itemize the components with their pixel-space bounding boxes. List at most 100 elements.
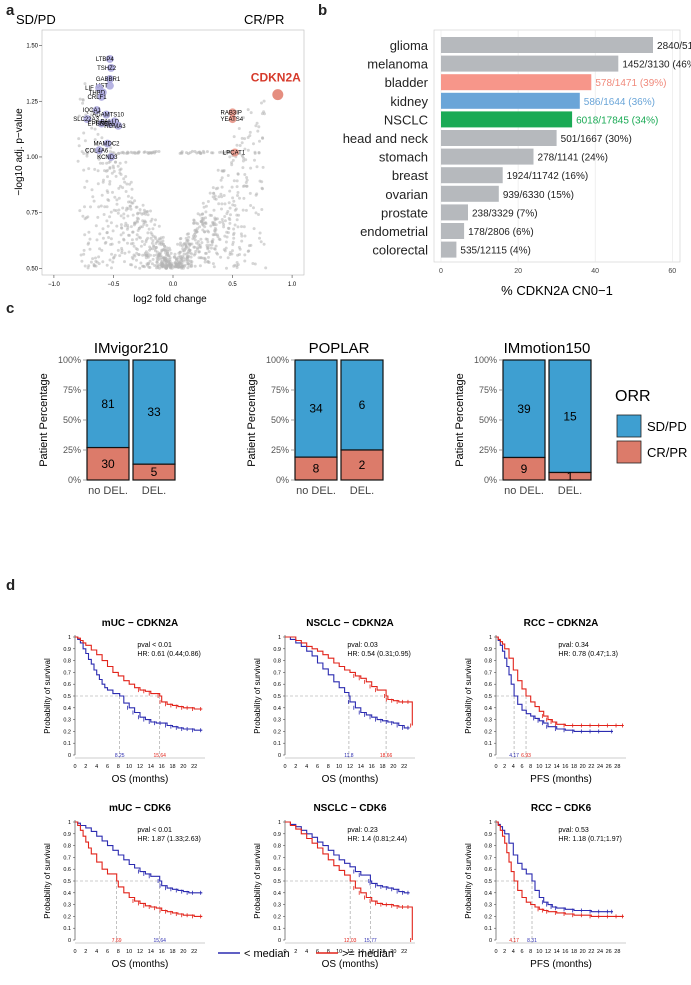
volcano-point [151,257,155,261]
volcano-point [168,256,172,260]
stacked-ytick-label: 100% [266,355,289,365]
km-xtick-label: 12 [137,764,143,770]
stacked-bar-crpr [86,446,130,481]
stacked-ytick-label: 25% [479,445,497,455]
km-xtick-label: 24 [597,949,603,955]
km-xtick-label: 22 [191,764,197,770]
volcano-point [206,200,210,203]
volcano-point [252,227,256,231]
km-xtick-label: 10 [336,764,342,770]
volcano-point [194,249,198,253]
volcano-point [137,253,141,257]
volcano-point [202,230,206,234]
volcano-point [115,224,119,228]
volcano-point [121,186,125,190]
km-plot-0: mUC − CDKN2A 0 0.1 0.2 0.3 0.4 0.5 0.6 0.7 0.8 0.9… [43,618,205,785]
volcano-point [138,211,142,215]
volcano-gene-label: LPCAT1 [223,151,246,157]
volcano-gene-point [105,54,114,63]
volcano-point [130,238,134,242]
bar-category-label: glioma [390,38,429,53]
volcano-point [83,185,87,189]
volcano-point [141,253,145,257]
km-xtick-label: 28 [614,949,620,955]
volcano-point [85,148,88,152]
volcano-point [138,266,142,270]
volcano-point [177,260,181,263]
km-xtick-label: 22 [401,764,407,770]
volcano-point [145,262,149,266]
volcano-point [262,99,266,103]
volcano-point [152,254,156,257]
volcano-point [103,205,107,209]
km-ylabel: Probability of survival [253,843,262,919]
volcano-point [130,263,134,267]
volcano-point [124,175,128,178]
volcano-point [246,108,250,112]
km-ytick-label: 0.7 [273,855,281,861]
km-xtick-label: 4 [95,949,98,955]
km-ytick-label: 0.9 [484,647,492,653]
km-xtick-label: 16 [369,949,375,955]
volcano-point [120,246,124,250]
bar-chart-xlabel: % CDKN2A CN0−1 [501,283,613,298]
volcano-point [198,213,202,217]
km-xtick-label: 8 [117,764,120,770]
volcano-point [212,233,216,237]
km-xtick-label: 2 [503,949,506,955]
km-curve-blue [496,636,613,732]
volcano-point [81,214,85,218]
volcano-point [186,152,190,156]
volcano-point [151,227,155,231]
km-curve-blue [75,821,203,894]
volcano-gene-point [114,121,123,130]
volcano-point [157,150,161,153]
volcano-point [119,214,123,218]
volcano-point [101,260,105,264]
km-xtick-label: 8 [327,949,330,955]
volcano-point [89,260,93,264]
volcano-point [78,97,82,101]
km-xtick-label: 4 [305,949,308,955]
volcano-point [260,101,263,105]
volcano-point [111,164,115,168]
volcano-point [92,199,96,203]
volcano-point [232,236,236,240]
stacked-bar-sdpd [340,359,384,451]
volcano-point [153,223,157,227]
volcano-point [197,250,201,254]
volcano-point [240,234,244,238]
volcano-gene-point [105,81,114,90]
km-xtick-label: 4 [512,949,515,955]
volcano-point [241,159,245,163]
volcano-point [178,237,182,241]
volcano-point [186,246,190,250]
volcano-point [194,234,198,238]
panel-d-letter: d [6,577,16,594]
volcano-xtick-label: 0.5 [228,282,237,288]
panel-c-letter: c [6,300,15,317]
volcano-point [169,266,173,270]
volcano-point [230,185,234,189]
bar-bladder [441,74,592,91]
volcano-point [116,164,120,168]
km-xtick-label: 20 [180,764,186,770]
volcano-point [235,218,239,222]
volcano-point [258,231,262,235]
volcano-point [220,207,223,211]
km-ytick-label: 0.1 [63,741,71,747]
stacked-bar-crpr [294,456,338,481]
km-ytick-label: 0.5 [484,694,492,700]
bar-value-label: 578/1471 (39%) [595,78,666,89]
km-ytick-label: 0.5 [63,694,71,700]
volcano-point [94,256,97,260]
volcano-point [107,236,111,239]
volcano-point [126,225,130,229]
volcano-point [232,199,236,203]
volcano-point [149,253,152,257]
volcano-gene-label: EPHB6 [88,122,108,128]
km-ytick-label: 0.8 [484,844,492,850]
stacked-chart-title: POPLAR [309,340,370,357]
volcano-point [233,223,237,227]
volcano-point [201,201,205,205]
